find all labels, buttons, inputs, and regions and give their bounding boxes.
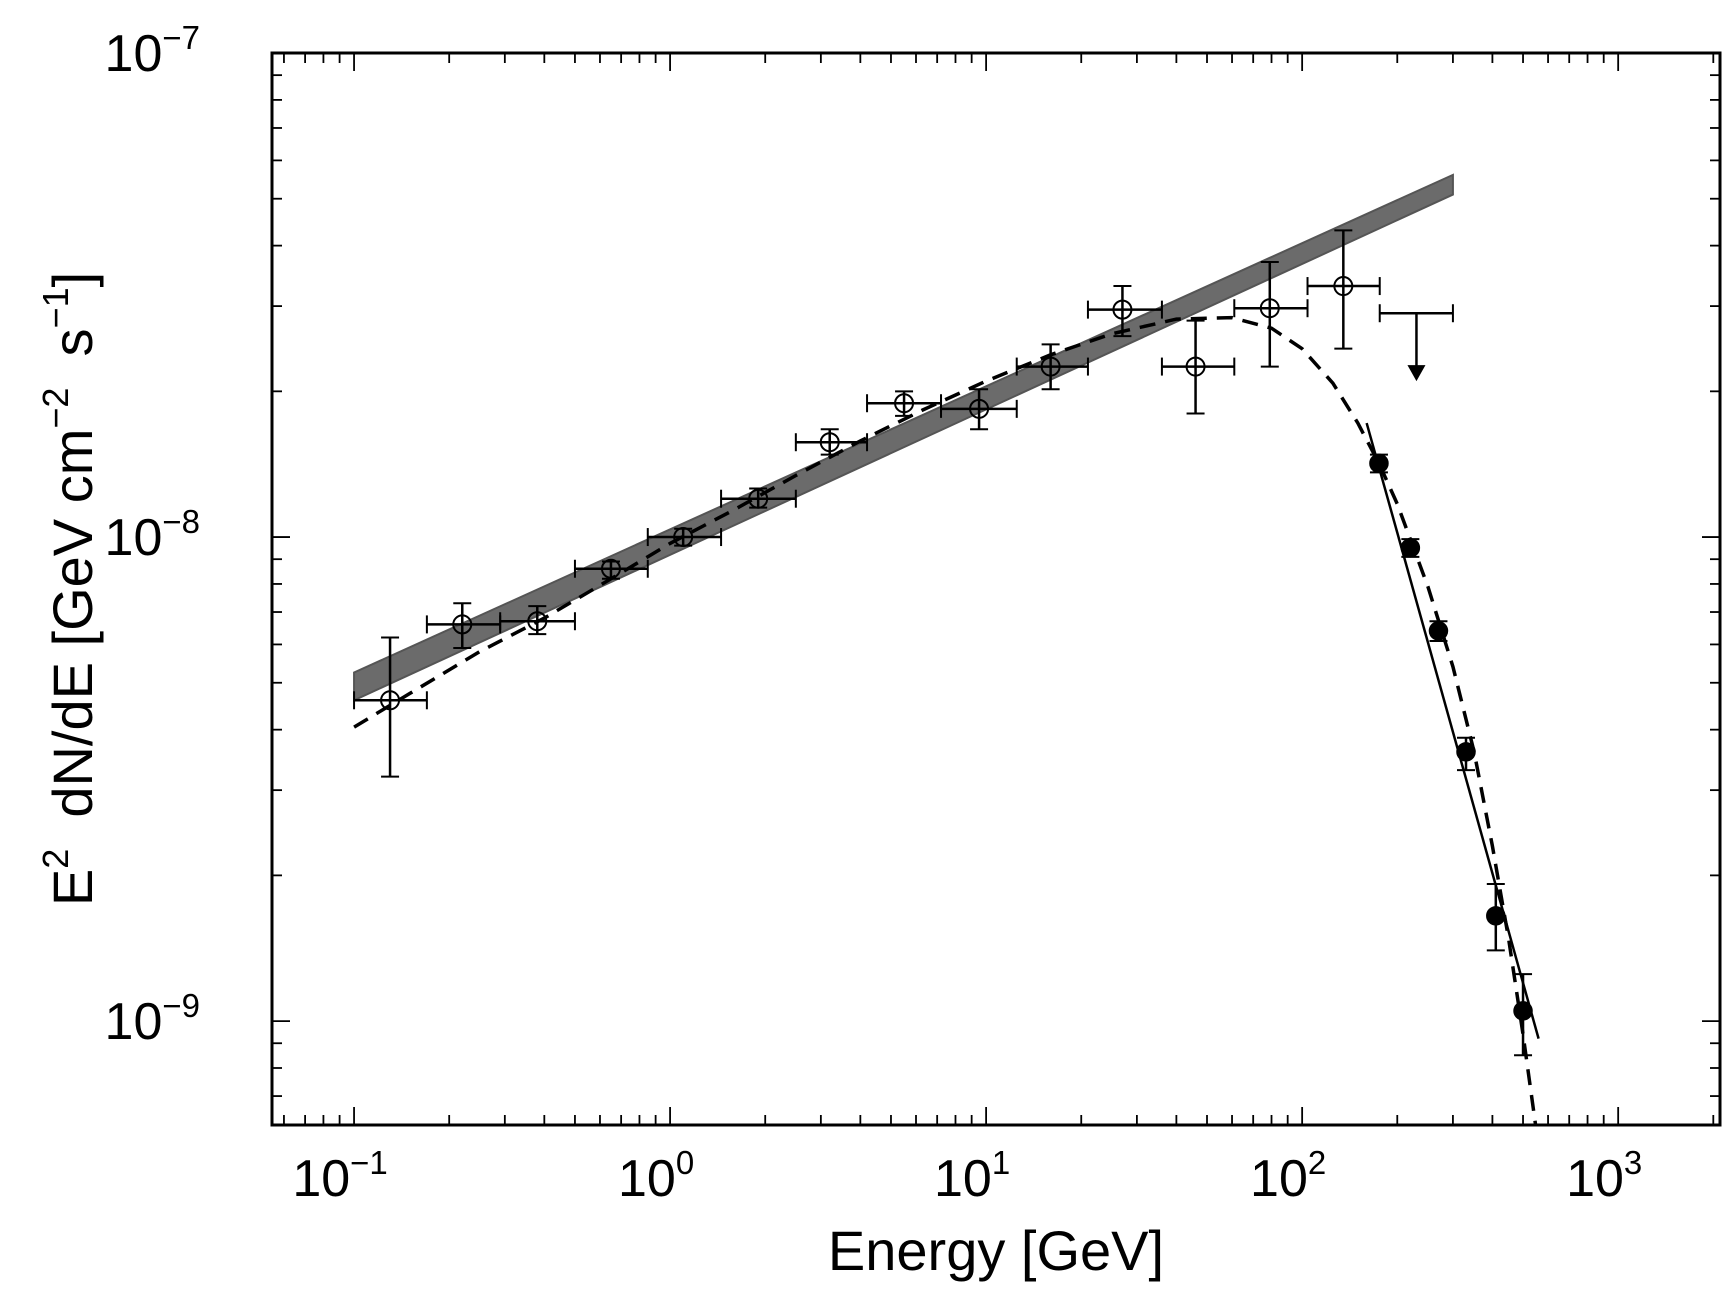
x-tick-label-base: 10: [1566, 1150, 1624, 1208]
model-curve-dashed: [353, 315, 1538, 1125]
open-point-6: [819, 432, 840, 453]
open-point-9: [1040, 356, 1061, 377]
x-tick-label: 10−1: [292, 1144, 387, 1208]
x-tick-label: 100: [618, 1144, 694, 1208]
y-tick-label: 10−7: [105, 19, 200, 83]
plot-layer: [353, 173, 1540, 1125]
fit-line-solid: [1365, 422, 1540, 1039]
x-tick-label-exp: 3: [1624, 1144, 1642, 1181]
open-point-10: [1112, 299, 1133, 320]
open-point-1: [452, 614, 473, 635]
filled-point-5: [1513, 1001, 1533, 1021]
x-tick-label-exp: 0: [676, 1144, 694, 1181]
y-tick-label-base: 10: [105, 25, 163, 83]
open-point-11: [1185, 356, 1206, 377]
y-axis-title-part4: ]: [41, 272, 104, 288]
x-tick-label: 103: [1566, 1144, 1642, 1208]
x-tick-label-exp: 1: [992, 1144, 1010, 1181]
open-point-2: [527, 611, 548, 632]
filled-point-1: [1400, 538, 1421, 558]
filled-point-4: [1486, 906, 1506, 926]
open-point-13: [1333, 276, 1354, 297]
x-tick-label-base: 10: [292, 1150, 350, 1208]
y-axis-title-part1: E: [41, 869, 104, 906]
y-tick-label-base: 10: [105, 509, 163, 567]
y-tick-label-exp: −7: [162, 19, 200, 56]
filled-point-0: [1369, 453, 1389, 474]
open-point-3: [600, 558, 621, 579]
y-axis-title-sup1: 2: [35, 849, 76, 869]
y-tick-label: 10−8: [105, 503, 200, 567]
upper-limit-arrow-head: [1407, 365, 1426, 382]
open-point-8: [969, 398, 990, 419]
filled-point-2: [1428, 621, 1449, 641]
y-axis-title-part2: dN/dE [GeV cm: [41, 429, 104, 849]
y-tick-label-exp: −9: [162, 987, 200, 1024]
x-tick-label: 102: [1250, 1144, 1326, 1208]
y-tick-label: 10−9: [105, 987, 200, 1051]
open-point-12: [1259, 298, 1280, 319]
x-tick-label-exp: 2: [1308, 1144, 1326, 1181]
x-tick-label: 101: [934, 1144, 1010, 1208]
y-axis-title: E2 dN/dE [GeV cm−2 s−1]: [35, 272, 104, 906]
open-point-4: [673, 527, 694, 548]
x-tick-label-exp: −1: [350, 1144, 388, 1181]
y-axis-title-part3: s: [41, 328, 104, 387]
y-tick-label-exp: −8: [162, 503, 200, 540]
open-point-5: [748, 488, 769, 509]
x-tick-label-base: 10: [1250, 1150, 1308, 1208]
open-point-0: [380, 690, 401, 711]
y-axis-title-sup3: −1: [35, 287, 76, 328]
plot-frame: [270, 51, 1722, 1127]
x-axis-title: Energy [GeV]: [828, 1219, 1164, 1282]
y-tick-label-base: 10: [105, 993, 163, 1051]
y-axis-title-sup2: −2: [35, 388, 76, 429]
x-tick-label-base: 10: [618, 1150, 676, 1208]
open-point-7: [894, 393, 915, 414]
filled-point-3: [1456, 742, 1476, 762]
axis-ticks: [272, 52, 1720, 1125]
x-tick-label-base: 10: [934, 1150, 992, 1208]
